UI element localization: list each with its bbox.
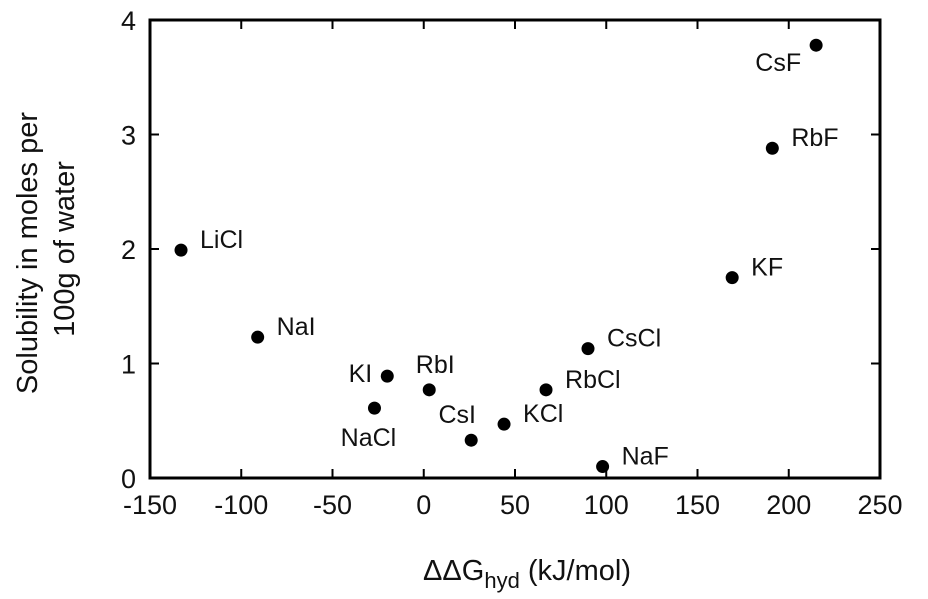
data-point-cscl <box>581 342 595 356</box>
x-tick-labels: -150 -100 -50 0 50 100 150 200 250 <box>123 490 903 520</box>
point-label-kcl: KCl <box>523 400 563 428</box>
point-label-naf: NaF <box>622 443 669 471</box>
x-tick-label: -100 <box>214 490 268 520</box>
point-label-cscl: CsCl <box>607 325 661 353</box>
x-tick-label: 150 <box>675 490 720 520</box>
point-labels: CsF RbF KF LiCl NaI CsCl KI RbI RbCl NaCl CsI KCl Na… <box>200 49 839 470</box>
point-label-csf: CsF <box>755 49 801 77</box>
x-tick-label: -150 <box>123 490 177 520</box>
data-points <box>174 38 823 474</box>
data-point-rbf <box>765 141 779 155</box>
data-point-nai <box>251 330 265 344</box>
data-point-licl <box>174 243 188 257</box>
data-point-naf <box>596 460 610 474</box>
data-point-csi <box>464 433 478 447</box>
point-label-rbcl: RbCl <box>565 366 621 394</box>
point-label-ki: KI <box>349 360 373 388</box>
data-point-csf <box>809 38 823 52</box>
x-axis-title-main: ΔΔG <box>423 555 484 587</box>
x-tick-label: -50 <box>313 490 352 520</box>
y-tick-labels: 0 1 2 3 4 <box>121 6 136 494</box>
y-tick-label: 4 <box>121 6 136 36</box>
point-label-kf: KF <box>751 254 783 282</box>
data-point-kf <box>725 271 739 285</box>
point-label-licl: LiCl <box>200 226 243 254</box>
point-label-rbf: RbF <box>791 124 838 152</box>
x-tick-label: 250 <box>857 490 902 520</box>
point-label-nacl: NaCl <box>341 424 397 452</box>
x-tick-label: 0 <box>416 490 431 520</box>
x-axis-title-unit: (kJ/mol) <box>520 555 631 587</box>
y-axis-title-line1: Solubility in moles per <box>12 112 44 394</box>
data-point-ki <box>380 369 394 383</box>
x-tick-label: 50 <box>500 490 530 520</box>
y-tick-label: 1 <box>121 350 136 380</box>
x-axis-title-sub: hyd <box>484 568 519 593</box>
y-tick-label: 2 <box>121 235 136 265</box>
point-label-nai: NaI <box>277 313 316 341</box>
y-tick-label: 3 <box>121 121 136 151</box>
point-label-csi: CsI <box>438 401 476 429</box>
plot-frame <box>148 18 882 480</box>
x-tick-label: 200 <box>766 490 811 520</box>
y-tick-label: 0 <box>121 464 136 494</box>
axis-ticks <box>149 19 881 479</box>
data-point-rbcl <box>539 383 553 397</box>
data-point-nacl <box>367 401 381 415</box>
y-axis-title: Solubility in moles per 100g of water <box>12 104 81 394</box>
y-axis-title-line2: 100g of water <box>49 161 81 337</box>
data-point-kcl <box>497 417 511 431</box>
x-tick-label: 100 <box>584 490 629 520</box>
data-point-rbi <box>422 383 436 397</box>
x-axis-title: ΔΔGhyd (kJ/mol) <box>423 555 631 593</box>
point-label-rbi: RbI <box>416 351 455 379</box>
